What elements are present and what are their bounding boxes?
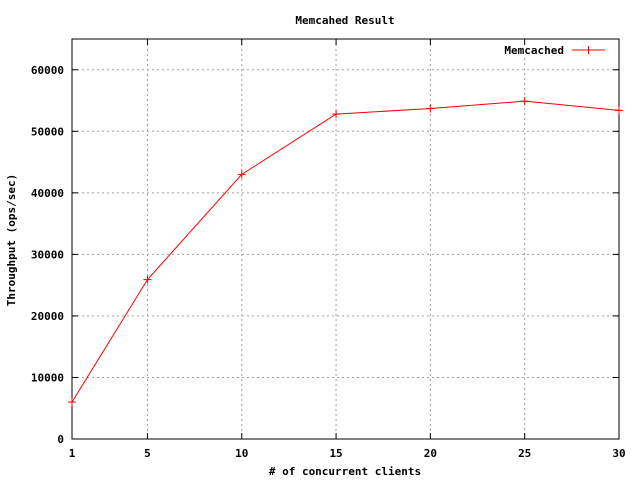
y-tick-label: 20000: [31, 310, 64, 323]
data-point: [426, 104, 435, 113]
data-point: [237, 170, 246, 179]
series-line: [71, 100, 620, 403]
x-tick-label: 30: [612, 447, 625, 460]
data-point: [332, 110, 341, 119]
y-tick-label: 40000: [31, 187, 64, 200]
series-layer: [68, 97, 623, 407]
y-axis-label: Throughput (ops/sec): [5, 174, 18, 306]
y-tick-label: 10000: [31, 371, 64, 384]
x-tick-label: 1: [69, 447, 76, 460]
legend: Memcached: [504, 44, 605, 57]
plot-frame: [71, 38, 620, 440]
x-tick-label: 10: [235, 447, 248, 460]
x-tick-label: 25: [518, 447, 531, 460]
x-tick-label: 5: [144, 447, 151, 460]
data-point: [68, 398, 76, 407]
data-point: [143, 275, 152, 284]
y-tick-label: 30000: [31, 248, 64, 261]
y-tick-label: 50000: [31, 125, 64, 138]
data-point: [520, 97, 529, 106]
y-tick-label: 0: [57, 433, 64, 446]
chart-title: Memcahed Result: [295, 14, 394, 27]
y-tick-label: 60000: [31, 64, 64, 77]
x-tick-label: 15: [329, 447, 342, 460]
data-point: [615, 106, 623, 115]
grid-lines: [72, 39, 619, 439]
plot-border: [71, 38, 620, 440]
x-tick-label: 20: [424, 447, 437, 460]
legend-label: Memcached: [504, 44, 564, 57]
axis-ticks: 1 5 10 15 20 25 300100002000030000400005000060…: [31, 39, 626, 460]
x-axis-label: # of concurrent clients: [269, 465, 421, 478]
